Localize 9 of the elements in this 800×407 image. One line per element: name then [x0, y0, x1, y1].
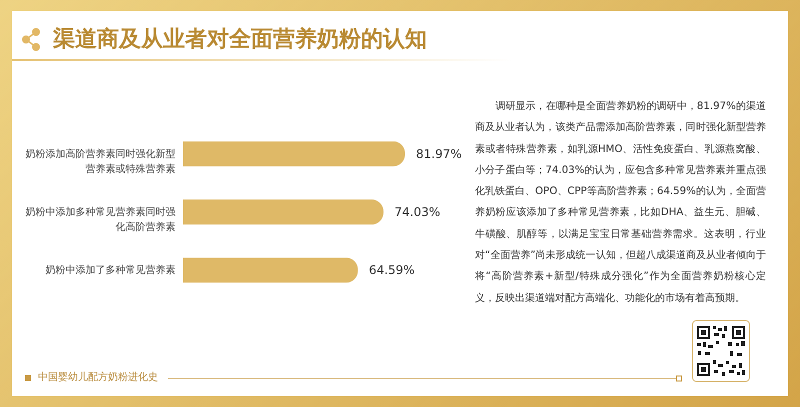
text: 中国婴幼儿配方奶粉进化史 — [38, 371, 158, 385]
y-tick-label: 奶粉中添加多种常见营养素同时强化高阶营养素 — [26, 206, 176, 233]
y-tick-label: 奶粉中添加了多种常见营养素 — [46, 264, 176, 276]
y-tick-label: 奶粉添加高阶营养素同时强化新型营养素或特殊营养素 — [26, 148, 176, 175]
text: 调研显示，在哪种是全面营养奶粉的调研中，81.97%的渠道商及从业者认为，该类产品需添加高阶营养素，同时强化新型营养素或者特殊营养素，如乳源HMO、活性免疫蛋白、乳源燕窝酸、小分子蛋白等；74.03%的认为，应包含多种常见营养素并重点强化乳铁蛋白、OPO、CPP等高阶营养素；64.59%的认为，全面营养奶粉应该添加了多种常见营养素，比如DHA、益生元、胆碱、牛磺酸、肌醇等，以满足宝宝日常基础营养需求。这表明，行业对“全面营养”尚未形成统一认知，但超八成渠道商及从业者倾向于将“高阶营养素+新型/特殊成分强化”作为全面营养奶粉核心定义，反映出渠道端对配方高端化、功能化的市场有着高预期。 — [475, 101, 766, 304]
data-label: 64.59% — [368, 263, 415, 278]
data-label: 81.97% — [416, 146, 462, 161]
chart-title: 渠道商及从业者对全面营养奶粉的认知 — [53, 26, 427, 53]
data-label: 74.03% — [394, 205, 440, 219]
